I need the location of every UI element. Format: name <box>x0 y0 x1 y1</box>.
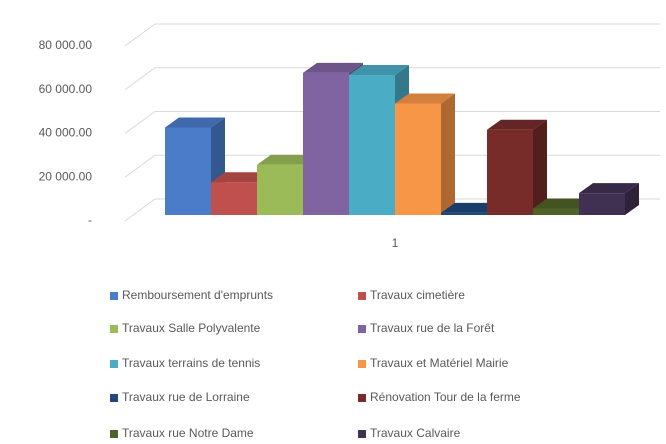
legend-swatch <box>110 325 118 333</box>
legend-label: Travaux rue de la Forêt <box>370 321 495 335</box>
bar-top <box>257 154 317 165</box>
bar-side <box>441 93 455 215</box>
y-tick-label: - <box>88 213 92 227</box>
legend-label: Travaux cimetière <box>370 288 465 302</box>
legend-swatch <box>358 292 366 300</box>
bar-side <box>533 119 547 215</box>
bar-front <box>395 103 441 215</box>
grid-line <box>124 111 660 134</box>
bar-top <box>211 172 271 183</box>
bar-top <box>303 62 363 73</box>
legend-label: Rénovation Tour de la ferme <box>370 390 521 404</box>
bar-top <box>441 202 501 213</box>
legend-swatch <box>358 430 366 438</box>
bar-top <box>349 65 409 75</box>
bar-front <box>579 193 625 215</box>
grid-line <box>124 67 660 91</box>
bar <box>579 183 639 215</box>
legend-label: Travaux Salle Polyvalente <box>122 321 261 335</box>
legend-label: Travaux rue de Lorraine <box>122 390 250 404</box>
bar-front <box>257 164 303 215</box>
legend-swatch <box>358 394 366 402</box>
bar-front <box>303 72 349 215</box>
legend-swatch <box>110 292 118 300</box>
legend-label: Travaux rue Notre Dame <box>122 426 254 440</box>
legend-swatch <box>358 325 366 333</box>
bar-front <box>211 182 257 215</box>
grid-line <box>124 23 660 47</box>
y-tick-label: 20 000.00 <box>39 169 93 183</box>
bar-top <box>165 117 225 128</box>
bar-top <box>533 198 593 209</box>
bar-front <box>487 129 533 215</box>
bar <box>487 119 547 215</box>
bar-front <box>165 127 211 215</box>
bar-front <box>349 75 395 215</box>
legend-label: Travaux terrains de tennis <box>122 356 260 370</box>
legend-swatch <box>110 430 118 438</box>
y-tick-label: 40 000.00 <box>39 126 93 140</box>
bar-front <box>533 208 579 215</box>
legend-label: Travaux et Matériel Mairie <box>370 356 509 370</box>
legend-swatch <box>110 394 118 402</box>
legend-label: Remboursement d'emprunts <box>122 288 273 302</box>
bar <box>395 93 455 215</box>
legend-swatch <box>358 360 366 368</box>
bar-top <box>487 119 547 130</box>
bar-top <box>579 183 639 194</box>
bar-top <box>395 93 455 104</box>
bar-side <box>625 183 639 215</box>
y-tick-label: 80 000.00 <box>39 38 93 52</box>
bar-front <box>441 212 487 215</box>
legend-label: Travaux Calvaire <box>370 426 461 440</box>
x-tick-label: 1 <box>392 236 399 250</box>
y-tick-label: 60 000.00 <box>39 82 93 96</box>
legend-swatch <box>110 360 118 368</box>
